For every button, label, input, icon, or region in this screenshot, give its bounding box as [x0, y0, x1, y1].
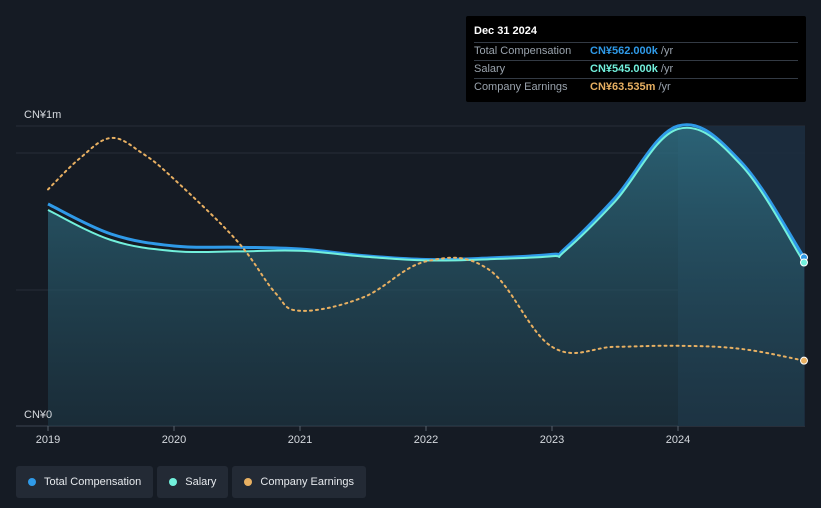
- tooltip-label: Salary: [474, 63, 506, 75]
- company-earnings-line: [47, 136, 805, 362]
- tooltip-label: Total Compensation: [474, 45, 572, 57]
- tooltip-row-salary: Salary CN¥545.000k /yr: [474, 60, 798, 78]
- tooltip-value: CN¥63.535m: [590, 81, 656, 93]
- x-tick-label: 2019: [36, 434, 60, 446]
- legend-item-salary[interactable]: Salary: [157, 466, 229, 498]
- x-tick-label: 2021: [288, 434, 312, 446]
- legend-label: Salary: [185, 476, 217, 488]
- x-tick-label: 2024: [666, 434, 690, 446]
- tooltip-value: CN¥562.000k: [590, 45, 658, 57]
- x-tick-label: 2022: [414, 434, 438, 446]
- total-compensation-line: [47, 123, 806, 262]
- y-label-top: CN¥1m: [24, 109, 61, 121]
- legend-item-company-earnings[interactable]: Company Earnings: [232, 466, 366, 498]
- salary-end-marker: [800, 258, 808, 267]
- legend-label: Total Compensation: [44, 476, 142, 488]
- legend: Total Compensation Salary Company Earnin…: [16, 466, 366, 498]
- tooltip-unit: /yr: [658, 81, 671, 93]
- legend-dot-icon: [244, 478, 253, 486]
- legend-dot-icon: [169, 478, 178, 486]
- tooltip-date: Dec 31 2024: [474, 25, 537, 37]
- tooltip-unit: /yr: [660, 45, 674, 57]
- tooltip-value: CN¥545.000k: [590, 63, 658, 75]
- tooltip-unit: /yr: [660, 63, 674, 75]
- tooltip-row-total: Total Compensation CN¥562.000k /yr: [474, 42, 798, 60]
- legend-label: Company Earnings: [260, 476, 354, 488]
- salary-area: [48, 127, 804, 426]
- earnings-end-marker: [800, 356, 808, 365]
- salary-line: [47, 126, 805, 264]
- legend-dot-icon: [28, 478, 36, 486]
- tooltip: Dec 31 2024 Total Compensation CN¥562.00…: [466, 16, 806, 102]
- tooltip-label: Company Earnings: [474, 81, 568, 93]
- x-tick-label: 2023: [540, 434, 564, 446]
- y-label-bottom: CN¥0: [24, 409, 52, 421]
- x-tick-label: 2020: [162, 434, 186, 446]
- tooltip-row-earnings: Company Earnings CN¥63.535m /yr: [474, 78, 798, 96]
- legend-item-total-compensation[interactable]: Total Compensation: [16, 466, 154, 498]
